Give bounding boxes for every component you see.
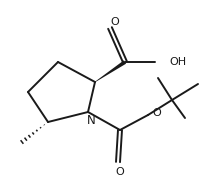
Text: O: O — [116, 167, 124, 177]
Polygon shape — [95, 60, 126, 82]
Text: N: N — [87, 114, 95, 127]
Text: O: O — [153, 108, 161, 118]
Text: O: O — [111, 17, 119, 27]
Text: OH: OH — [169, 57, 186, 67]
